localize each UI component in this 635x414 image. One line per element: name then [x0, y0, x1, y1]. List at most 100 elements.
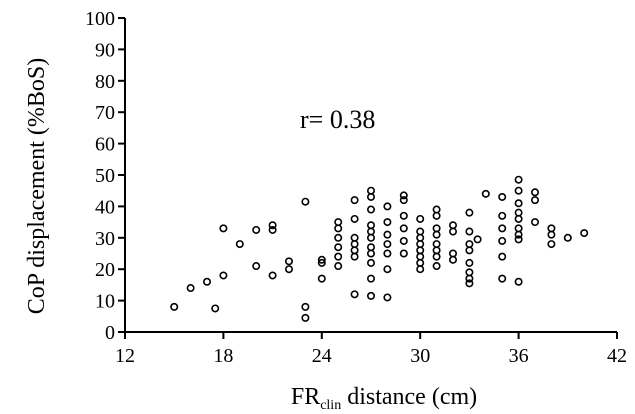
x-axis-title: FRclin distance (cm) [291, 384, 477, 413]
data-point [399, 196, 408, 205]
data-point [416, 227, 425, 236]
data-point [366, 186, 375, 195]
y-tick-label: 60 [95, 134, 115, 156]
data-point [432, 205, 441, 214]
data-point [366, 274, 375, 283]
data-point [366, 192, 375, 201]
x-tick-label: 30 [410, 345, 430, 367]
data-point [514, 214, 523, 223]
data-point [448, 249, 457, 258]
data-point [530, 196, 539, 205]
data-point [514, 277, 523, 286]
data-point [301, 302, 310, 311]
data-point [432, 240, 441, 249]
axes [124, 18, 617, 333]
x-tick-label: 42 [607, 345, 627, 367]
data-points [170, 175, 589, 322]
data-point [334, 243, 343, 252]
data-point [465, 240, 474, 249]
y-tick-label: 50 [95, 165, 115, 187]
data-point [268, 225, 277, 234]
data-point [530, 188, 539, 197]
data-point [252, 262, 261, 271]
data-point [383, 265, 392, 274]
data-point [514, 235, 523, 244]
data-point [416, 265, 425, 274]
data-point [203, 277, 212, 286]
data-point [350, 214, 359, 223]
y-tick-label: 0 [105, 322, 115, 344]
data-point [416, 240, 425, 249]
data-point [530, 218, 539, 227]
data-point [473, 235, 482, 244]
y-tick-label: 100 [85, 8, 115, 30]
data-point [580, 229, 589, 238]
data-point [317, 258, 326, 267]
data-point [432, 224, 441, 233]
y-tick-label: 70 [95, 102, 115, 124]
data-point [317, 255, 326, 264]
data-point [547, 230, 556, 239]
data-point [219, 271, 228, 280]
data-point [268, 271, 277, 280]
data-point [383, 202, 392, 211]
data-point [235, 240, 244, 249]
data-point [301, 313, 310, 322]
data-point [383, 218, 392, 227]
data-point [334, 262, 343, 271]
data-point [498, 236, 507, 245]
data-point [514, 175, 523, 184]
data-point [563, 233, 572, 242]
y-tick-label: 20 [95, 259, 115, 281]
data-point [350, 196, 359, 205]
data-point [170, 302, 179, 311]
data-point [350, 240, 359, 249]
data-point [514, 224, 523, 233]
data-point [350, 233, 359, 242]
data-point [383, 240, 392, 249]
data-point [432, 262, 441, 271]
data-point [514, 186, 523, 195]
data-point [219, 224, 228, 233]
data-point [399, 191, 408, 200]
data-point [465, 279, 474, 288]
data-point [252, 225, 261, 234]
data-point [383, 249, 392, 258]
data-point [383, 230, 392, 239]
data-point [366, 233, 375, 242]
data-point [432, 211, 441, 220]
y-axis-title: CoP displacement (%BoS) [24, 58, 50, 314]
correlation-annotation: r= 0.38 [300, 105, 375, 134]
data-point [366, 291, 375, 300]
data-point [334, 218, 343, 227]
y-tick-label: 40 [95, 196, 115, 218]
data-point [366, 258, 375, 267]
data-point [399, 249, 408, 258]
data-point [334, 233, 343, 242]
data-point [399, 224, 408, 233]
data-point [366, 221, 375, 230]
data-point [448, 221, 457, 230]
data-point [366, 243, 375, 252]
data-point [301, 197, 310, 206]
data-point [498, 192, 507, 201]
data-point [465, 246, 474, 255]
data-point [448, 255, 457, 264]
data-point [268, 221, 277, 230]
data-point [399, 211, 408, 220]
x-tick-label: 12 [115, 345, 135, 367]
data-point [465, 208, 474, 217]
data-point [465, 227, 474, 236]
data-point [432, 230, 441, 239]
y-tick-label: 10 [95, 291, 115, 313]
data-point [432, 246, 441, 255]
data-point [465, 268, 474, 277]
data-point [334, 252, 343, 261]
data-point [547, 224, 556, 233]
data-point [317, 274, 326, 283]
x-tick-label: 24 [312, 345, 332, 367]
x-axis-title-rest: distance (cm) [341, 384, 477, 410]
data-point [186, 284, 195, 293]
x-axis-ticks: 12 18 24 30 36 42 [115, 332, 627, 367]
